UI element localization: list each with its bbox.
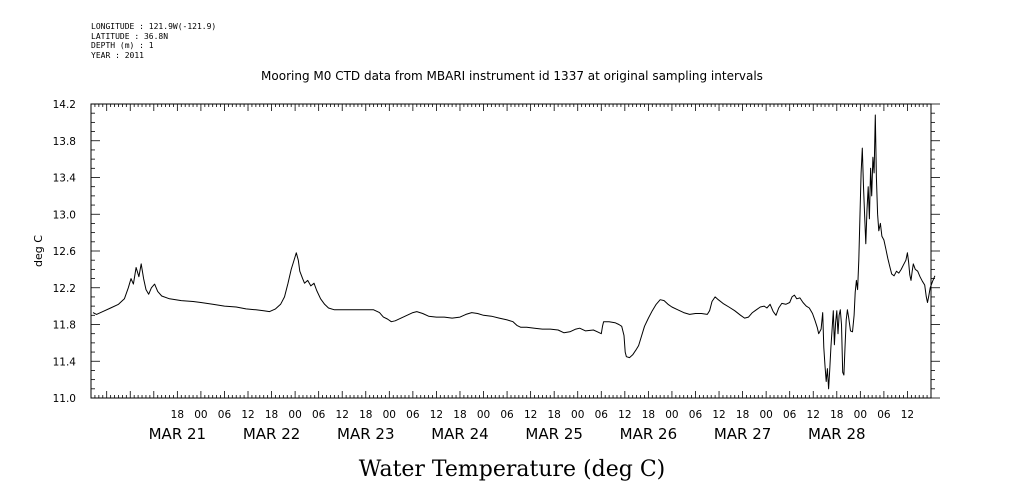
x-tick-label: 00 [194, 409, 207, 421]
chart-title: Mooring M0 CTD data from MBARI instrumen… [261, 69, 763, 83]
y-tick-label: 14.2 [53, 99, 76, 111]
x-tick-label: 12 [430, 409, 443, 421]
year-text: YEAR : 2011 [91, 50, 144, 60]
y-axis-label: deg C [32, 235, 45, 267]
x-axis-label: Water Temperature (deg C) [359, 457, 666, 482]
x-tick-label: 12 [712, 409, 725, 421]
x-tick-label: 18 [547, 409, 560, 421]
temperature-series-line [92, 114, 936, 390]
x-tick-label: 18 [265, 409, 278, 421]
depth-text: DEPTH (m) : 1 [91, 41, 154, 50]
plot-axes: 18 00 06 12 18 00 06 12 18 00 06 12 18 00 06 12 18 00 06 12… [53, 99, 940, 443]
x-tick-label: 12 [524, 409, 537, 421]
x-tick-label: 06 [783, 409, 797, 421]
x-tick-label: 00 [759, 409, 772, 421]
x-tick-label: 00 [854, 409, 867, 421]
x-day-label: MAR 25 [525, 425, 582, 443]
y-tick-label: 11.4 [53, 356, 77, 368]
x-tick-label: 12 [901, 409, 914, 421]
y-tick-label: 13.8 [53, 136, 76, 148]
x-tick-label: 06 [500, 409, 514, 421]
x-tick-label: 18 [359, 409, 372, 421]
y-tick-label: 11.8 [53, 320, 76, 332]
x-tick-label: 06 [595, 409, 609, 421]
x-day-label: MAR 24 [431, 425, 488, 443]
x-tick-label: 00 [571, 409, 584, 421]
plot-frame [90, 103, 932, 399]
x-tick-label: 12 [241, 409, 254, 421]
x-tick-label: 18 [171, 409, 184, 421]
x-tick-label: 18 [736, 409, 749, 421]
x-day-label: MAR 21 [149, 425, 206, 443]
x-tick-label: 12 [618, 409, 631, 421]
x-day-label: MAR 28 [808, 425, 865, 443]
x-day-label: MAR 23 [337, 425, 394, 443]
y-tick-label: 13.4 [53, 173, 77, 185]
x-tick-label: 18 [642, 409, 655, 421]
series-layer [92, 114, 936, 390]
x-tick-label: 18 [830, 409, 843, 421]
x-tick-label: 06 [218, 409, 232, 421]
y-tick-label: 12.6 [53, 246, 77, 258]
x-tick-label: 00 [288, 409, 301, 421]
x-tick-label: 06 [877, 409, 891, 421]
x-tick-label: 00 [477, 409, 490, 421]
y-tick-label: 12.2 [53, 283, 76, 295]
longitude-text: LONGITUDE : 121.9W(-121.9) [91, 22, 217, 31]
x-tick-label: 06 [406, 409, 420, 421]
x-tick-label: 12 [807, 409, 820, 421]
y-tick-label: 11.0 [53, 393, 76, 405]
x-tick-label: 00 [383, 409, 396, 421]
x-tick-label: 00 [665, 409, 678, 421]
station-metadata: LONGITUDE : 121.9W(-121.9) LATITUDE : 36… [91, 22, 216, 60]
x-tick-label: 12 [336, 409, 349, 421]
x-tick-label: 06 [689, 409, 703, 421]
x-day-label: MAR 27 [714, 425, 771, 443]
y-tick-label: 13.0 [53, 209, 76, 221]
latitude-text: LATITUDE : 36.8N [91, 31, 169, 41]
x-day-label: MAR 22 [243, 425, 300, 443]
x-tick-label: 18 [453, 409, 466, 421]
x-day-label: MAR 26 [620, 425, 677, 443]
x-tick-label: 06 [312, 409, 326, 421]
